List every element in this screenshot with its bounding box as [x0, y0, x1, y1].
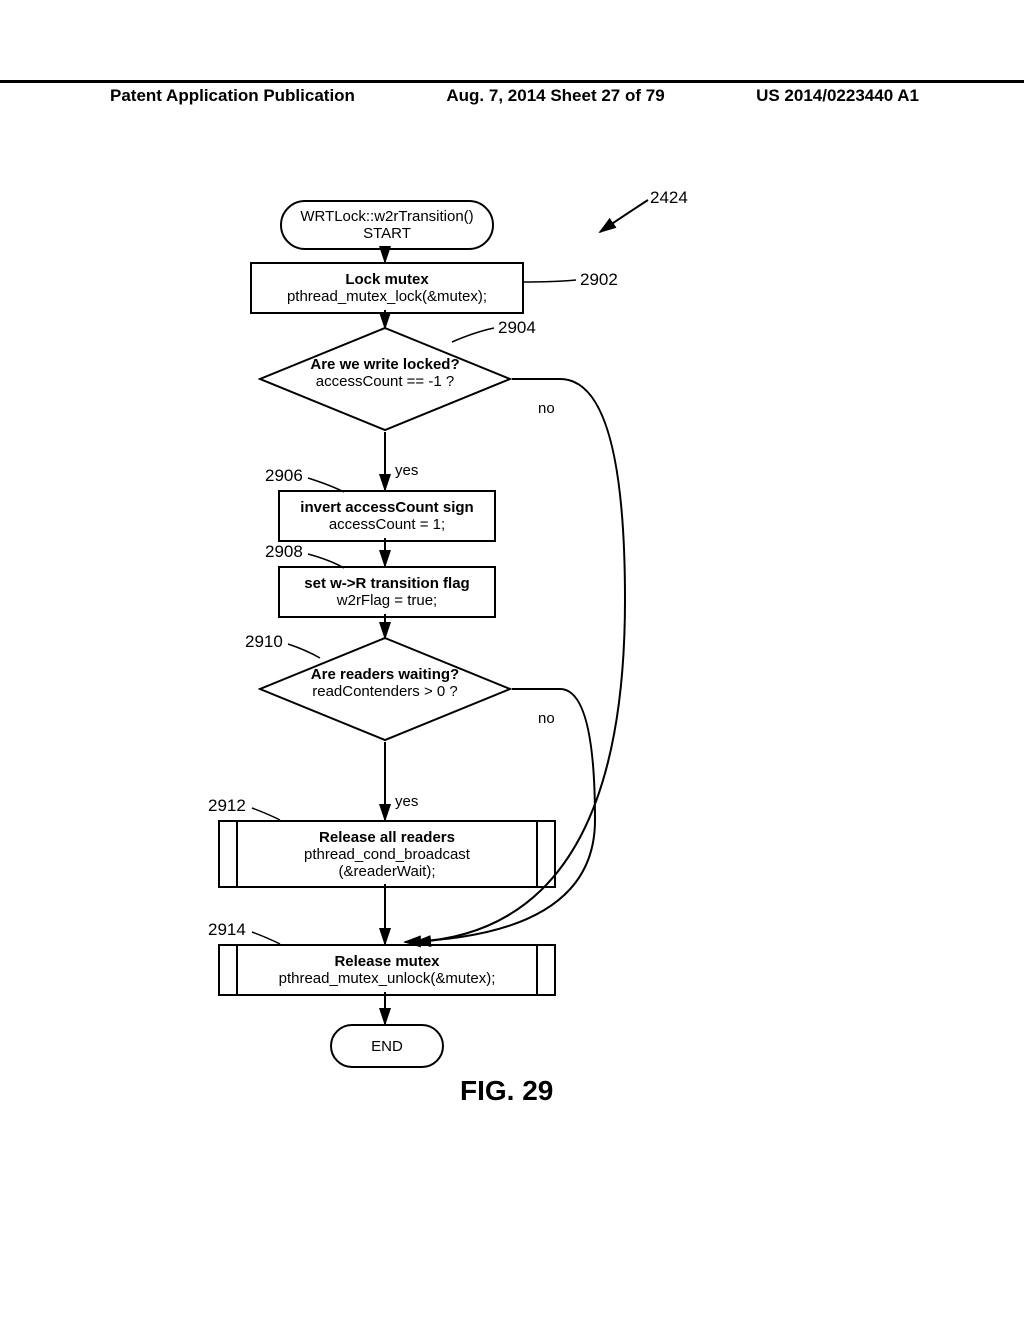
lock-mutex-box: Lock mutex pthread_mutex_lock(&mutex);: [250, 262, 524, 314]
set-flag-box: set w->R transition flag w2rFlag = true;: [278, 566, 496, 618]
n2912-title: Release all readers: [220, 829, 554, 846]
ref-2906: 2906: [265, 466, 303, 486]
n2912-code1: pthread_cond_broadcast: [220, 846, 554, 863]
ref-2902: 2902: [580, 270, 618, 290]
d2904-yes-label: yes: [395, 462, 418, 479]
page: Patent Application Publication Aug. 7, 2…: [0, 0, 1024, 1320]
release-readers-box: Release all readers pthread_cond_broadca…: [218, 820, 556, 888]
ref-2914: 2914: [208, 920, 246, 940]
start-line2: START: [282, 225, 492, 242]
d2904-code: accessCount == -1 ?: [258, 373, 512, 390]
invert-sign-box: invert accessCount sign accessCount = 1;: [278, 490, 496, 542]
n2912-code2: (&readerWait);: [220, 863, 554, 880]
header-left: Patent Application Publication: [110, 86, 355, 106]
d2910-code: readContenders > 0 ?: [258, 683, 512, 700]
d2904-no-label: no: [538, 400, 555, 417]
n2914-code: pthread_mutex_unlock(&mutex);: [220, 970, 554, 987]
n2908-title: set w->R transition flag: [280, 575, 494, 592]
end-terminal: END: [330, 1024, 444, 1068]
lock-mutex-title: Lock mutex: [252, 271, 522, 288]
d2910-yes-label: yes: [395, 793, 418, 810]
page-header: Patent Application Publication Aug. 7, 2…: [0, 80, 1024, 106]
readers-waiting-decision: Are readers waiting? readContenders > 0 …: [258, 636, 512, 742]
start-line1: WRTLock::w2rTransition(): [282, 208, 492, 225]
header-center: Aug. 7, 2014 Sheet 27 of 79: [446, 86, 664, 106]
start-terminal: WRTLock::w2rTransition() START: [280, 200, 494, 250]
header-right: US 2014/0223440 A1: [756, 86, 919, 106]
figure-label: FIG. 29: [460, 1075, 553, 1107]
end-label: END: [332, 1038, 442, 1055]
flowchart-connectors: [0, 0, 1024, 1320]
ref-2910: 2910: [245, 632, 283, 652]
d2910-title: Are readers waiting?: [258, 666, 512, 683]
n2906-code: accessCount = 1;: [280, 516, 494, 533]
lock-mutex-code: pthread_mutex_lock(&mutex);: [252, 288, 522, 305]
d2910-no-label: no: [538, 710, 555, 727]
n2908-code: w2rFlag = true;: [280, 592, 494, 609]
write-locked-decision: Are we write locked? accessCount == -1 ?: [258, 326, 512, 432]
d2904-title: Are we write locked?: [258, 356, 512, 373]
n2914-title: Release mutex: [220, 953, 554, 970]
ref-2904: 2904: [498, 318, 536, 338]
ref-2908: 2908: [265, 542, 303, 562]
release-mutex-box: Release mutex pthread_mutex_unlock(&mute…: [218, 944, 556, 996]
figure-ref-number: 2424: [650, 188, 688, 208]
ref-2912: 2912: [208, 796, 246, 816]
n2906-title: invert accessCount sign: [280, 499, 494, 516]
